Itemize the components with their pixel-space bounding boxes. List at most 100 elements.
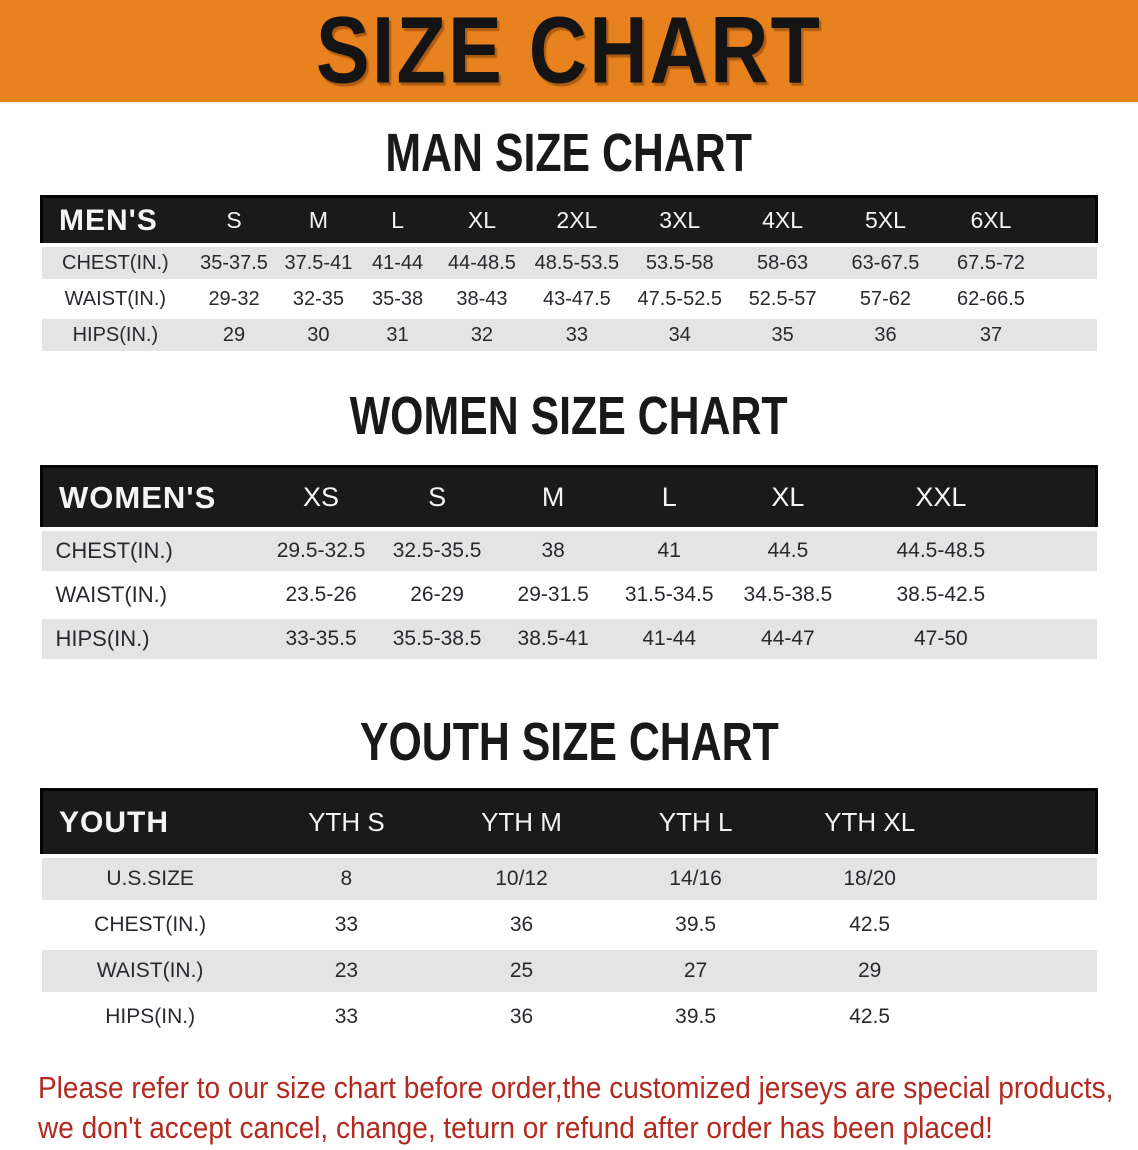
table-row: WAIST(IN.) 23 25 27 29 [41, 946, 1097, 994]
row-label-cell: CHEST(IN.) [41, 900, 259, 948]
value-cell: 36 [433, 992, 610, 1038]
man-size-chart-heading: MAN SIZE CHART [0, 122, 1138, 182]
value-cell: 38.5-42.5 [848, 571, 1034, 617]
women-size-table: WOMEN'S XS S M L XL XXL CHEST(IN.) 29.5-32.5 32.… [40, 465, 1099, 659]
value-cell: 37.5-41 [278, 243, 358, 281]
value-cell: 53.5-58 [627, 243, 733, 281]
table-row: WAIST(IN.) 29-32 32-35 35-38 38-43 43-47.5 47.… [41, 279, 1097, 317]
value-cell: 31.5-34.5 [611, 571, 728, 617]
value-cell: 44.5-48.5 [848, 527, 1034, 573]
value-cell: 44-48.5 [437, 243, 527, 281]
table-title-cell: YOUTH [39, 788, 259, 858]
size-header-cell: YTH M [433, 788, 610, 858]
size-header-cell: 6XL [938, 195, 1044, 247]
size-header-cell: 5XL [832, 195, 939, 247]
value-cell: 29 [189, 315, 279, 351]
value-cell: 8 [258, 854, 434, 902]
value-cell: 34.5-38.5 [727, 571, 849, 617]
value-cell: 38-43 [437, 279, 527, 317]
size-header-cell: 2XL [526, 195, 627, 247]
disclaimer: Please refer to our size chart before or… [0, 1068, 1138, 1148]
value-cell: 23.5-26 [263, 571, 380, 617]
value-cell: 10/12 [433, 854, 610, 902]
size-header-cell: S [189, 195, 279, 247]
row-label-cell: WAIST(IN.) [41, 946, 259, 994]
value-cell: 33-35.5 [263, 615, 380, 659]
disclaimer-line-2: we don't accept cancel, change, teturn o… [38, 1110, 993, 1145]
spacer-cell [1033, 571, 1097, 617]
value-cell: 63-67.5 [832, 243, 939, 281]
spacer-cell [1043, 195, 1098, 247]
value-cell: 41-44 [611, 615, 728, 659]
value-cell: 44-47 [727, 615, 849, 659]
value-cell: 23 [258, 946, 434, 994]
spacer-cell [1033, 615, 1097, 659]
table-header-row: WOMEN'S XS S M L XL XXL [40, 465, 1099, 531]
value-cell: 35-37.5 [189, 243, 279, 281]
table-row: U.S.SIZE 8 10/12 14/16 18/20 [41, 854, 1097, 902]
size-header-cell: YTH S [258, 788, 434, 858]
size-header-cell: 4XL [732, 195, 833, 247]
value-cell: 29-32 [189, 279, 279, 317]
value-cell: 48.5-53.5 [526, 243, 627, 281]
value-cell: 27 [609, 946, 783, 994]
women-size-chart-section: WOMEN'S XS S M L XL XXL CHEST(IN.) 29.5-32.5 32.… [40, 465, 1099, 659]
youth-size-chart-section: YOUTH YTH S YTH M YTH L YTH XL U.S.SIZE 8 10/1… [39, 788, 1099, 1038]
value-cell: 43-47.5 [526, 279, 627, 317]
value-cell: 62-66.5 [938, 279, 1044, 317]
value-cell: 32 [437, 315, 527, 351]
size-header-cell: S [379, 465, 496, 531]
value-cell: 34 [627, 315, 733, 351]
value-cell: 29 [782, 946, 958, 994]
size-header-cell: YTH L [609, 788, 783, 858]
row-label-cell: WAIST(IN.) [41, 571, 264, 617]
value-cell: 35-38 [357, 279, 438, 317]
value-cell: 31 [357, 315, 438, 351]
size-header-cell: YTH XL [782, 788, 958, 858]
size-header-cell: L [357, 195, 438, 247]
value-cell: 41-44 [357, 243, 438, 281]
value-cell: 25 [433, 946, 610, 994]
value-cell: 36 [433, 900, 610, 948]
value-cell: 14/16 [609, 854, 783, 902]
spacer-cell [1043, 315, 1097, 351]
value-cell: 38.5-41 [495, 615, 612, 659]
value-cell: 37 [938, 315, 1044, 351]
value-cell: 29.5-32.5 [263, 527, 380, 573]
value-cell: 42.5 [782, 900, 958, 948]
value-cell: 39.5 [609, 900, 783, 948]
value-cell: 47-50 [848, 615, 1034, 659]
row-label-cell: HIPS(IN.) [41, 992, 259, 1038]
table-header-row: YOUTH YTH S YTH M YTH L YTH XL [39, 788, 1099, 858]
value-cell: 36 [832, 315, 939, 351]
size-header-cell: XL [437, 195, 527, 247]
value-cell: 29-31.5 [495, 571, 612, 617]
size-header-cell: L [611, 465, 728, 531]
value-cell: 47.5-52.5 [627, 279, 733, 317]
table-row: CHEST(IN.) 29.5-32.5 32.5-35.5 38 41 44.5 44.5… [41, 527, 1097, 573]
value-cell: 33 [258, 992, 434, 1038]
man-size-chart-section: MEN'S S M L XL 2XL 3XL 4XL 5XL 6XL CHEST(IN.) 35-3… [40, 195, 1098, 351]
value-cell: 18/20 [782, 854, 958, 902]
size-header-cell: XXL [848, 465, 1034, 531]
table-row: CHEST(IN.) 33 36 39.5 42.5 [41, 900, 1097, 948]
table-row: HIPS(IN.) 33 36 39.5 42.5 [41, 992, 1097, 1038]
men-size-table: MEN'S S M L XL 2XL 3XL 4XL 5XL 6XL CHEST(IN.) 35-3… [40, 195, 1098, 351]
value-cell: 42.5 [782, 992, 958, 1038]
table-title-cell: WOMEN'S [40, 465, 264, 531]
spacer-cell [1033, 527, 1097, 573]
spacer-cell [1043, 279, 1097, 317]
table-row: CHEST(IN.) 35-37.5 37.5-41 41-44 44-48.5 48.5… [41, 243, 1097, 281]
man-size-chart-heading-text: MAN SIZE CHART [385, 122, 753, 183]
size-chart-banner: SIZE CHART [0, 0, 1138, 104]
value-cell: 38 [495, 527, 612, 573]
youth-size-table: YOUTH YTH S YTH M YTH L YTH XL U.S.SIZE 8 10/1… [39, 788, 1099, 1038]
youth-size-chart-heading: YOUTH SIZE CHART [0, 711, 1138, 771]
spacer-cell [957, 900, 1097, 948]
table-header-row: MEN'S S M L XL 2XL 3XL 4XL 5XL 6XL [40, 195, 1098, 247]
size-header-cell: M [495, 465, 612, 531]
spacer-cell [957, 788, 1099, 858]
youth-size-chart-heading-text: YOUTH SIZE CHART [359, 711, 779, 772]
value-cell: 58-63 [732, 243, 833, 281]
disclaimer-line-1: Please refer to our size chart before or… [38, 1070, 1114, 1105]
